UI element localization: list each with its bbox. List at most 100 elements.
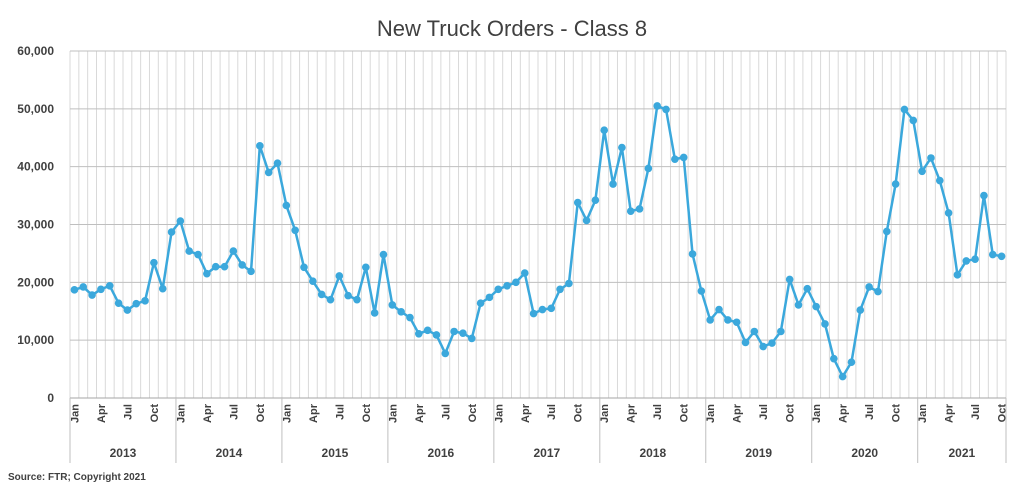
data-point xyxy=(229,247,238,255)
data-point xyxy=(450,327,458,336)
data-point xyxy=(865,283,873,291)
data-point xyxy=(565,279,573,288)
data-point xyxy=(194,250,202,259)
month-tick-label: Oct xyxy=(467,404,479,423)
data-point xyxy=(273,159,282,167)
month-tick-label: Oct xyxy=(149,404,161,423)
data-point xyxy=(635,205,644,213)
data-point xyxy=(211,262,220,271)
month-tick-label: Jul xyxy=(970,404,982,420)
month-tick-label: Jul xyxy=(652,404,664,420)
data-point xyxy=(988,250,997,259)
month-tick-label: Jan xyxy=(705,404,717,423)
data-point xyxy=(150,258,158,267)
month-tick-label: Jan xyxy=(69,404,81,423)
data-point xyxy=(414,330,423,338)
series-line xyxy=(74,104,1002,378)
data-point xyxy=(485,293,494,302)
data-point xyxy=(927,154,935,162)
data-point xyxy=(644,164,653,173)
month-tick-label: Apr xyxy=(944,403,956,423)
chart-title: New Truck Orders - Class 8 xyxy=(377,16,647,41)
data-point xyxy=(238,261,246,269)
data-point xyxy=(123,306,132,314)
month-tick-label: Oct xyxy=(361,404,373,423)
data-point xyxy=(167,228,176,236)
year-label: 2013 xyxy=(110,446,137,460)
data-point xyxy=(626,207,635,215)
data-point xyxy=(609,180,617,188)
year-label: 2021 xyxy=(948,446,975,460)
month-tick-label: Jan xyxy=(281,404,293,423)
data-point xyxy=(803,284,812,293)
month-tick-label: Oct xyxy=(785,404,797,423)
data-point xyxy=(971,255,979,263)
data-point xyxy=(494,285,503,294)
month-tick-label: Jul xyxy=(546,404,558,420)
data-point xyxy=(105,282,114,290)
data-point xyxy=(980,191,988,200)
data-point xyxy=(520,269,529,277)
data-point xyxy=(715,305,723,314)
year-label: 2017 xyxy=(533,446,560,460)
data-point xyxy=(856,306,865,314)
month-tick-label: Apr xyxy=(626,403,638,423)
data-point xyxy=(88,291,96,299)
data-point xyxy=(512,278,520,287)
month-tick-label: Jul xyxy=(122,404,134,420)
data-point xyxy=(918,167,926,176)
month-tick-label: Jul xyxy=(334,404,346,420)
data-point xyxy=(900,105,909,114)
data-point xyxy=(503,282,511,290)
data-point xyxy=(344,291,352,300)
y-tick-label: 30,000 xyxy=(17,218,54,232)
data-point xyxy=(785,275,794,284)
month-tick-label: Oct xyxy=(573,404,585,423)
month-tick-label: Apr xyxy=(520,403,532,423)
data-point xyxy=(891,180,900,188)
data-point xyxy=(547,304,556,313)
axes: 0 10,000 20,000 30,000 40,000 50,000 60,000 Jan… xyxy=(17,44,1009,463)
data-point xyxy=(158,284,167,293)
data-point xyxy=(247,267,255,276)
year-label: 2020 xyxy=(851,446,878,460)
month-tick-label: Jul xyxy=(758,404,770,420)
y-tick-label: 20,000 xyxy=(17,275,54,289)
series-line-group xyxy=(70,102,1006,381)
data-point xyxy=(838,372,847,381)
data-point xyxy=(432,331,441,339)
year-label: 2016 xyxy=(428,446,455,460)
data-point xyxy=(423,326,432,335)
y-tick-label: 40,000 xyxy=(17,160,54,174)
data-point xyxy=(962,257,971,265)
data-point xyxy=(847,358,856,366)
data-point xyxy=(944,209,953,217)
data-point xyxy=(326,295,335,304)
month-tick-label: Apr xyxy=(838,403,850,423)
data-point xyxy=(538,305,547,314)
data-point xyxy=(662,105,670,114)
data-point xyxy=(79,283,88,291)
data-point xyxy=(600,126,609,135)
data-point xyxy=(370,309,379,317)
month-tick-label: Oct xyxy=(891,404,903,423)
month-tick-label: Jan xyxy=(599,404,611,423)
data-point xyxy=(185,247,194,255)
data-point xyxy=(70,286,79,294)
month-tick-label: Oct xyxy=(997,404,1009,423)
data-point xyxy=(556,285,564,294)
month-tick-label: Jan xyxy=(493,404,505,423)
data-point xyxy=(759,342,767,351)
data-point xyxy=(309,277,317,285)
data-point xyxy=(679,153,688,162)
data-point xyxy=(291,226,299,235)
month-tick-label: Apr xyxy=(414,403,426,423)
month-tick-label: Jan xyxy=(811,404,823,423)
data-point xyxy=(750,327,759,336)
month-tick-label: Apr xyxy=(732,403,744,423)
data-point xyxy=(741,338,750,347)
data-point xyxy=(591,196,600,205)
year-label: 2019 xyxy=(745,446,772,460)
